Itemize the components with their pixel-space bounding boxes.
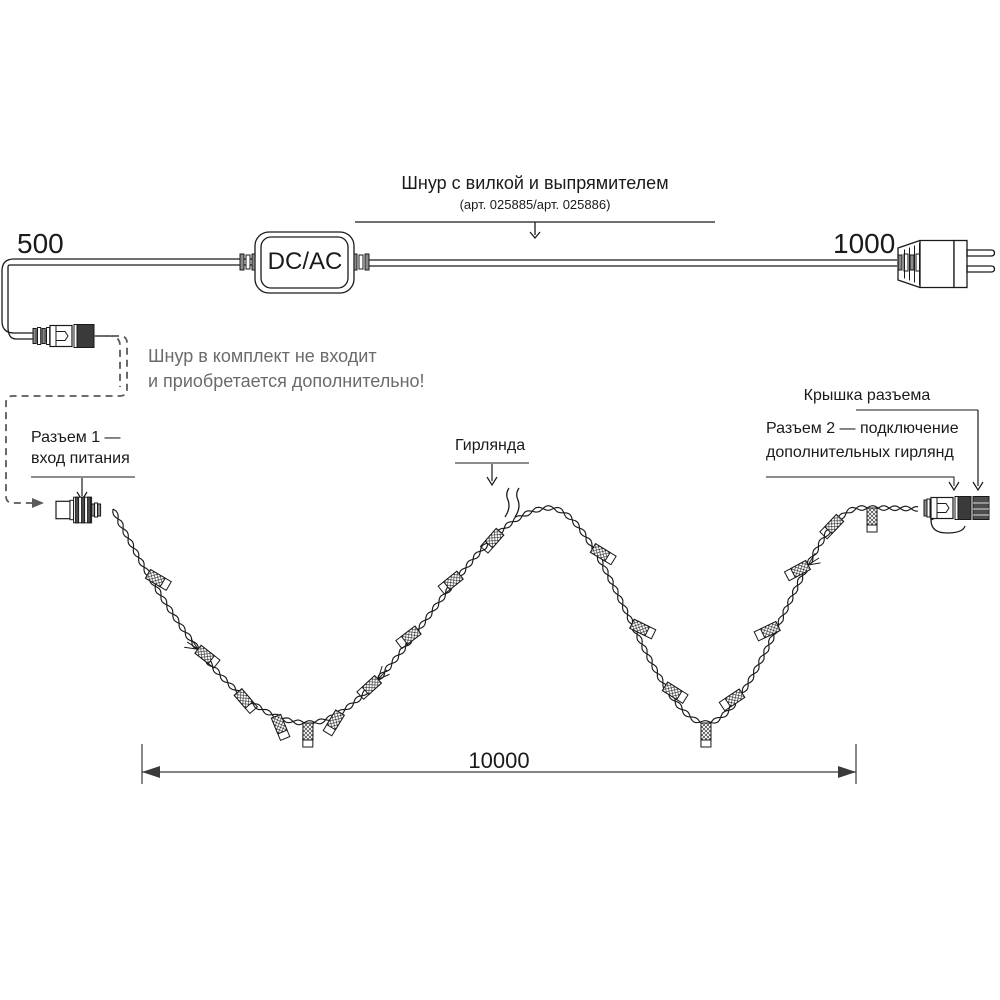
svg-text:Гирлянда: Гирлянда — [455, 437, 525, 454]
svg-text:1000: 1000 — [833, 228, 895, 259]
svg-text:дополнительных гирлянд: дополнительных гирлянд — [766, 444, 954, 461]
svg-text:10000: 10000 — [468, 748, 529, 773]
svg-text:DC/AC: DC/AC — [268, 248, 343, 275]
svg-text:(арт. 025885/арт. 025886): (арт. 025885/арт. 025886) — [460, 197, 611, 212]
svg-text:Крышка разъема: Крышка разъема — [804, 387, 931, 404]
svg-text:Шнур в комплект не входит: Шнур в комплект не входит — [148, 346, 377, 366]
svg-text:Шнур с вилкой и выпрямителем: Шнур с вилкой и выпрямителем — [401, 173, 668, 193]
svg-text:вход питания: вход питания — [31, 450, 130, 467]
svg-text:500: 500 — [17, 228, 64, 259]
svg-text:Разъем 1 —: Разъем 1 — — [31, 429, 121, 446]
svg-text:и приобретается дополнительно!: и приобретается дополнительно! — [148, 371, 425, 391]
svg-text:Разъем 2 — подключение: Разъем 2 — подключение — [766, 420, 959, 437]
